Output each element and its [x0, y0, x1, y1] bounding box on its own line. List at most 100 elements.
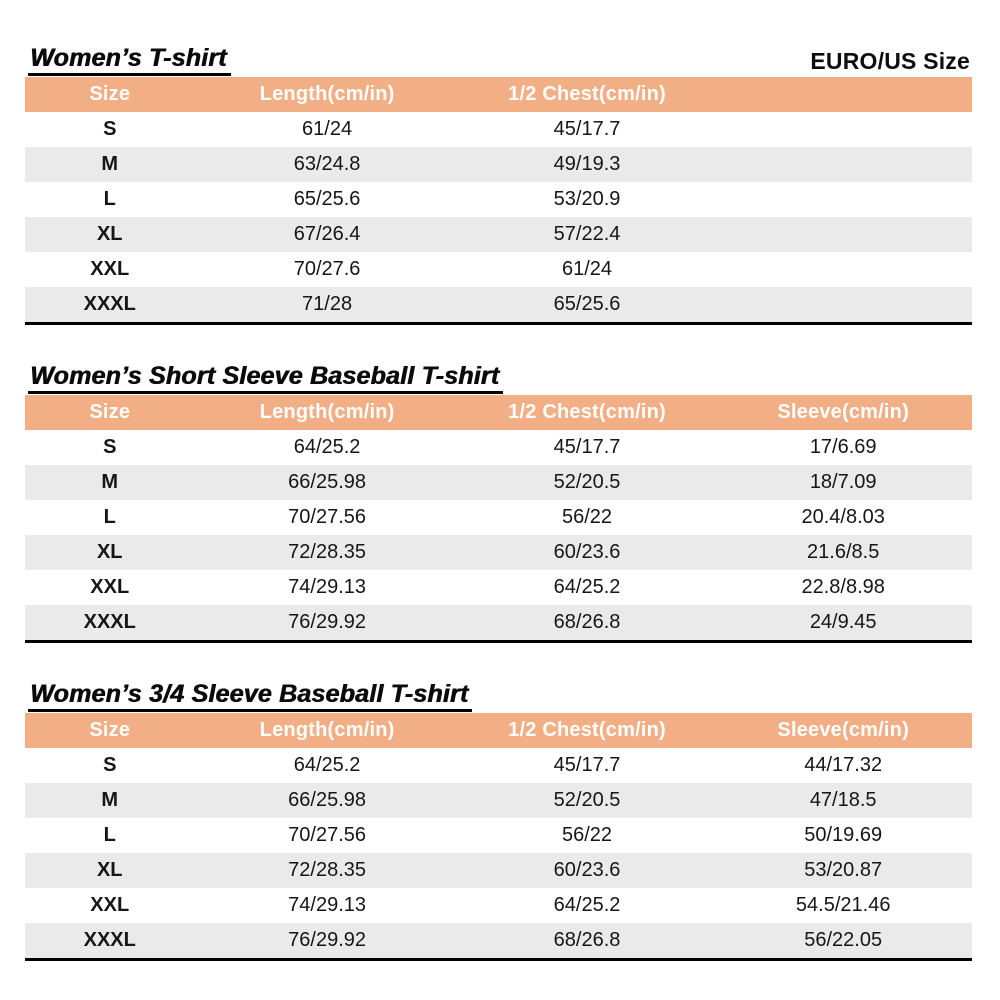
- column-header: Size: [89, 401, 131, 423]
- table-row: XXL 70/27.6 61/24: [25, 252, 972, 287]
- value-cell: 70/27.6: [293, 258, 361, 280]
- size-chart-2: Women’s Short Sleeve Baseball T-shirt Si…: [25, 363, 972, 643]
- size-cell: S: [103, 118, 117, 140]
- size-cell: XL: [96, 859, 123, 881]
- value-cell: 52/20.5: [553, 789, 621, 811]
- value-cell: [714, 217, 972, 252]
- value-cell: 68/26.8: [553, 929, 621, 951]
- value-cell: 45/17.7: [553, 754, 621, 776]
- size-table: Size Length(cm/in) 1/2 Chest(cm/in) Sleeve(…: [25, 713, 972, 961]
- value-cell: 22.8/8.98: [801, 576, 885, 598]
- value-cell: 53/20.87: [804, 859, 883, 881]
- table-row: XXXL 76/29.92 68/26.8 56/22.05: [25, 923, 972, 958]
- column-header: 1/2 Chest(cm/in): [508, 719, 666, 741]
- value-cell: 50/19.69: [804, 824, 883, 846]
- size-table: Size Length(cm/in) 1/2 Chest(cm/in) Sleeve(…: [25, 395, 972, 643]
- value-cell: 60/23.6: [553, 859, 621, 881]
- size-cell: M: [101, 471, 119, 493]
- chart-title: Women’s Short Sleeve Baseball T-shirt: [28, 363, 504, 394]
- value-cell: 71/28: [302, 293, 353, 315]
- value-cell: 54.5/21.46: [795, 894, 891, 916]
- value-cell: 56/22: [561, 506, 613, 528]
- table-body: S 64/25.2 45/17.7 44/17.32 M 66/25.98 52/20.5 4…: [25, 748, 972, 958]
- value-cell: 66/25.98: [288, 789, 366, 811]
- value-cell: 63/24.8: [293, 153, 361, 175]
- value-cell: [714, 182, 972, 217]
- column-header: Sleeve(cm/in): [777, 719, 909, 741]
- size-cell: L: [103, 188, 116, 210]
- value-cell: 74/29.13: [288, 894, 366, 916]
- table-row: XXL 74/29.13 64/25.2 54.5/21.46: [25, 888, 972, 923]
- value-cell: 64/25.2: [553, 576, 621, 598]
- value-cell: 65/25.6: [293, 188, 361, 210]
- value-cell: 64/25.2: [553, 894, 621, 916]
- value-cell: [714, 287, 972, 322]
- value-cell: 57/22.4: [553, 223, 621, 245]
- value-cell: 72/28.35: [288, 541, 366, 563]
- value-cell: 20.4/8.03: [801, 506, 885, 528]
- table-row: L 70/27.56 56/22 20.4/8.03: [25, 500, 972, 535]
- size-cell: XL: [96, 541, 123, 563]
- value-cell: 45/17.7: [553, 436, 621, 458]
- size-charts: Women’s T-shirt Size Length(cm/in) 1/2 Che…: [25, 45, 972, 961]
- header-row: Size Length(cm/in) 1/2 Chest(cm/in) Sleeve(…: [25, 395, 972, 430]
- value-cell: 70/27.56: [288, 824, 366, 846]
- value-cell: 18/7.09: [809, 471, 877, 493]
- table-row: XL 72/28.35 60/23.6 21.6/8.5: [25, 535, 972, 570]
- value-cell: 68/26.8: [553, 611, 621, 633]
- size-cell: XXL: [90, 894, 130, 916]
- size-chart-page: EURO/US Size Women’s T-shirt Size Length(…: [25, 45, 972, 961]
- column-header: Length(cm/in): [259, 83, 395, 105]
- table-body: S 64/25.2 45/17.7 17/6.69 M 66/25.98 52/20.5 18…: [25, 430, 972, 640]
- value-cell: 70/27.56: [288, 506, 366, 528]
- value-cell: [714, 147, 972, 182]
- value-cell: 60/23.6: [553, 541, 621, 563]
- table-body: S 61/24 45/17.7 M 63/24.8 49/19.3 L 65/25.6 53/2…: [25, 112, 972, 322]
- table-row: M 66/25.98 52/20.5 18/7.09: [25, 465, 972, 500]
- table-row: XL 72/28.35 60/23.6 53/20.87: [25, 853, 972, 888]
- size-cell: S: [103, 436, 117, 458]
- chart-title: Women’s T-shirt: [28, 45, 231, 76]
- column-header: Size: [89, 83, 131, 105]
- size-cell: XXL: [90, 576, 130, 598]
- value-cell: 56/22: [561, 824, 613, 846]
- value-cell: 74/29.13: [288, 576, 366, 598]
- chart-title: Women’s 3/4 Sleeve Baseball T-shirt: [28, 681, 473, 712]
- size-standard-label: EURO/US Size: [810, 48, 970, 74]
- table-row: L 70/27.56 56/22 50/19.69: [25, 818, 972, 853]
- value-cell: 64/25.2: [293, 436, 361, 458]
- table-row: S 61/24 45/17.7: [25, 112, 972, 147]
- value-cell: 64/25.2: [293, 754, 361, 776]
- size-chart-1: Women’s T-shirt Size Length(cm/in) 1/2 Che…: [25, 45, 972, 325]
- size-cell: M: [101, 153, 119, 175]
- value-cell: 72/28.35: [288, 859, 366, 881]
- value-cell: 24/9.45: [809, 611, 877, 633]
- column-header: Length(cm/in): [259, 719, 395, 741]
- value-cell: 49/19.3: [553, 153, 621, 175]
- column-header: [714, 77, 972, 112]
- table-row: S 64/25.2 45/17.7 44/17.32: [25, 748, 972, 783]
- size-cell: L: [103, 506, 116, 528]
- value-cell: 61/24: [561, 258, 613, 280]
- table-row: XXXL 71/28 65/25.6: [25, 287, 972, 322]
- table-row: M 66/25.98 52/20.5 47/18.5: [25, 783, 972, 818]
- value-cell: 45/17.7: [553, 118, 621, 140]
- value-cell: 61/24: [302, 118, 353, 140]
- value-cell: 53/20.9: [553, 188, 621, 210]
- value-cell: 65/25.6: [553, 293, 621, 315]
- value-cell: 76/29.92: [288, 929, 366, 951]
- value-cell: 47/18.5: [809, 789, 877, 811]
- value-cell: 66/25.98: [288, 471, 366, 493]
- size-table: Size Length(cm/in) 1/2 Chest(cm/in) S 61/24…: [25, 77, 972, 325]
- column-header: Length(cm/in): [259, 401, 395, 423]
- column-header: 1/2 Chest(cm/in): [508, 401, 666, 423]
- table-row: M 63/24.8 49/19.3: [25, 147, 972, 182]
- value-cell: 21.6/8.5: [807, 541, 880, 563]
- size-cell: XXXL: [83, 611, 136, 633]
- value-cell: 17/6.69: [809, 436, 877, 458]
- size-cell: XXXL: [83, 293, 136, 315]
- column-header: 1/2 Chest(cm/in): [508, 83, 666, 105]
- table-row: XL 67/26.4 57/22.4: [25, 217, 972, 252]
- size-cell: L: [103, 824, 116, 846]
- value-cell: 56/22.05: [804, 929, 883, 951]
